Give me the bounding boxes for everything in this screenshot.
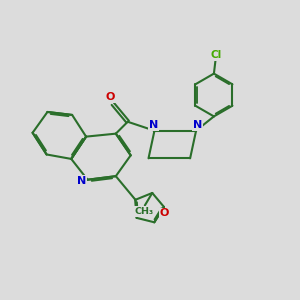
Text: O: O [160,208,169,218]
Text: N: N [149,120,158,130]
Text: O: O [106,92,115,102]
Text: Cl: Cl [211,50,222,60]
Text: CH₃: CH₃ [135,207,154,216]
Text: N: N [77,176,86,186]
Text: N: N [193,120,202,130]
